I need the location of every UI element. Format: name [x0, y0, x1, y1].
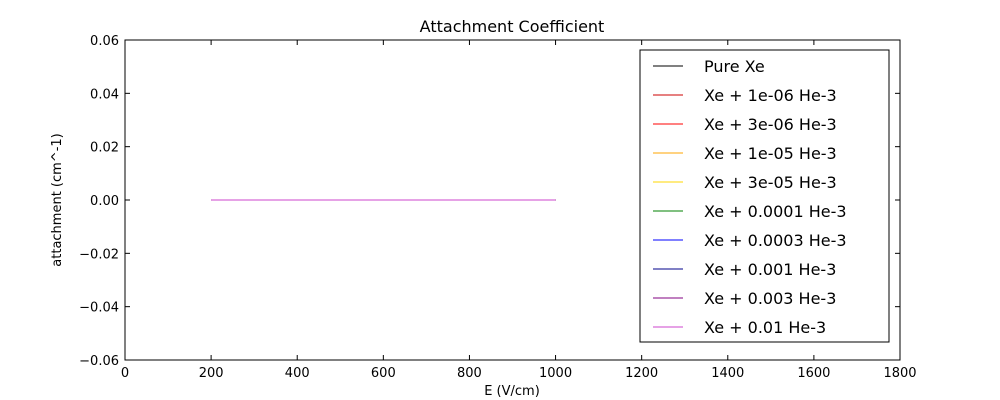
y-tick-label: 0.02 — [90, 141, 119, 156]
axis-tick-labels: 0 200 400 600 800 1000 1200 1400 1600 1800 −0.06 −0… — [79, 34, 916, 381]
x-tick-label: 0 — [121, 366, 129, 381]
chart-title: Attachment Coefficient — [420, 17, 605, 36]
legend-entry: Xe + 1e-06 He-3 — [704, 86, 837, 105]
legend-entry: Xe + 0.0003 He-3 — [704, 231, 847, 250]
legend-entry: Xe + 0.0001 He-3 — [704, 202, 847, 221]
y-tick-label: −0.04 — [79, 301, 119, 316]
x-tick-label: 1400 — [711, 366, 744, 381]
x-tick-label: 1000 — [539, 366, 572, 381]
x-tick-label: 1800 — [883, 366, 916, 381]
legend-box — [639, 49, 890, 343]
y-tick-label: 0.00 — [90, 194, 119, 209]
legend-entry: Xe + 0.01 He-3 — [704, 318, 826, 337]
x-tick-label: 400 — [285, 366, 310, 381]
legend: Pure Xe Xe + 1e-06 He-3 Xe + 3e-06 He-3 Xe … — [639, 49, 890, 343]
legend-entry: Xe + 3e-06 He-3 — [704, 115, 837, 134]
legend-entry: Xe + 1e-05 He-3 — [704, 144, 837, 163]
legend-entry: Xe + 0.003 He-3 — [704, 289, 836, 308]
y-tick-label: −0.06 — [79, 354, 119, 369]
x-tick-label: 1200 — [625, 366, 658, 381]
legend-entry: Xe + 0.001 He-3 — [704, 260, 836, 279]
x-tick-label: 600 — [371, 366, 396, 381]
y-tick-label: 0.04 — [90, 87, 119, 102]
y-tick-label: −0.02 — [79, 247, 119, 262]
x-tick-label: 800 — [457, 366, 482, 381]
legend-entry: Pure Xe — [704, 57, 765, 76]
x-tick-label: 1600 — [797, 366, 830, 381]
y-axis-label: attachment (cm^-1) — [50, 133, 65, 266]
x-tick-label: 200 — [199, 366, 224, 381]
axis-ticks — [124, 39, 901, 361]
y-tick-label: 0.06 — [90, 34, 119, 49]
legend-entry: Xe + 3e-05 He-3 — [704, 173, 837, 192]
x-axis-label: E (V/cm) — [484, 384, 540, 399]
